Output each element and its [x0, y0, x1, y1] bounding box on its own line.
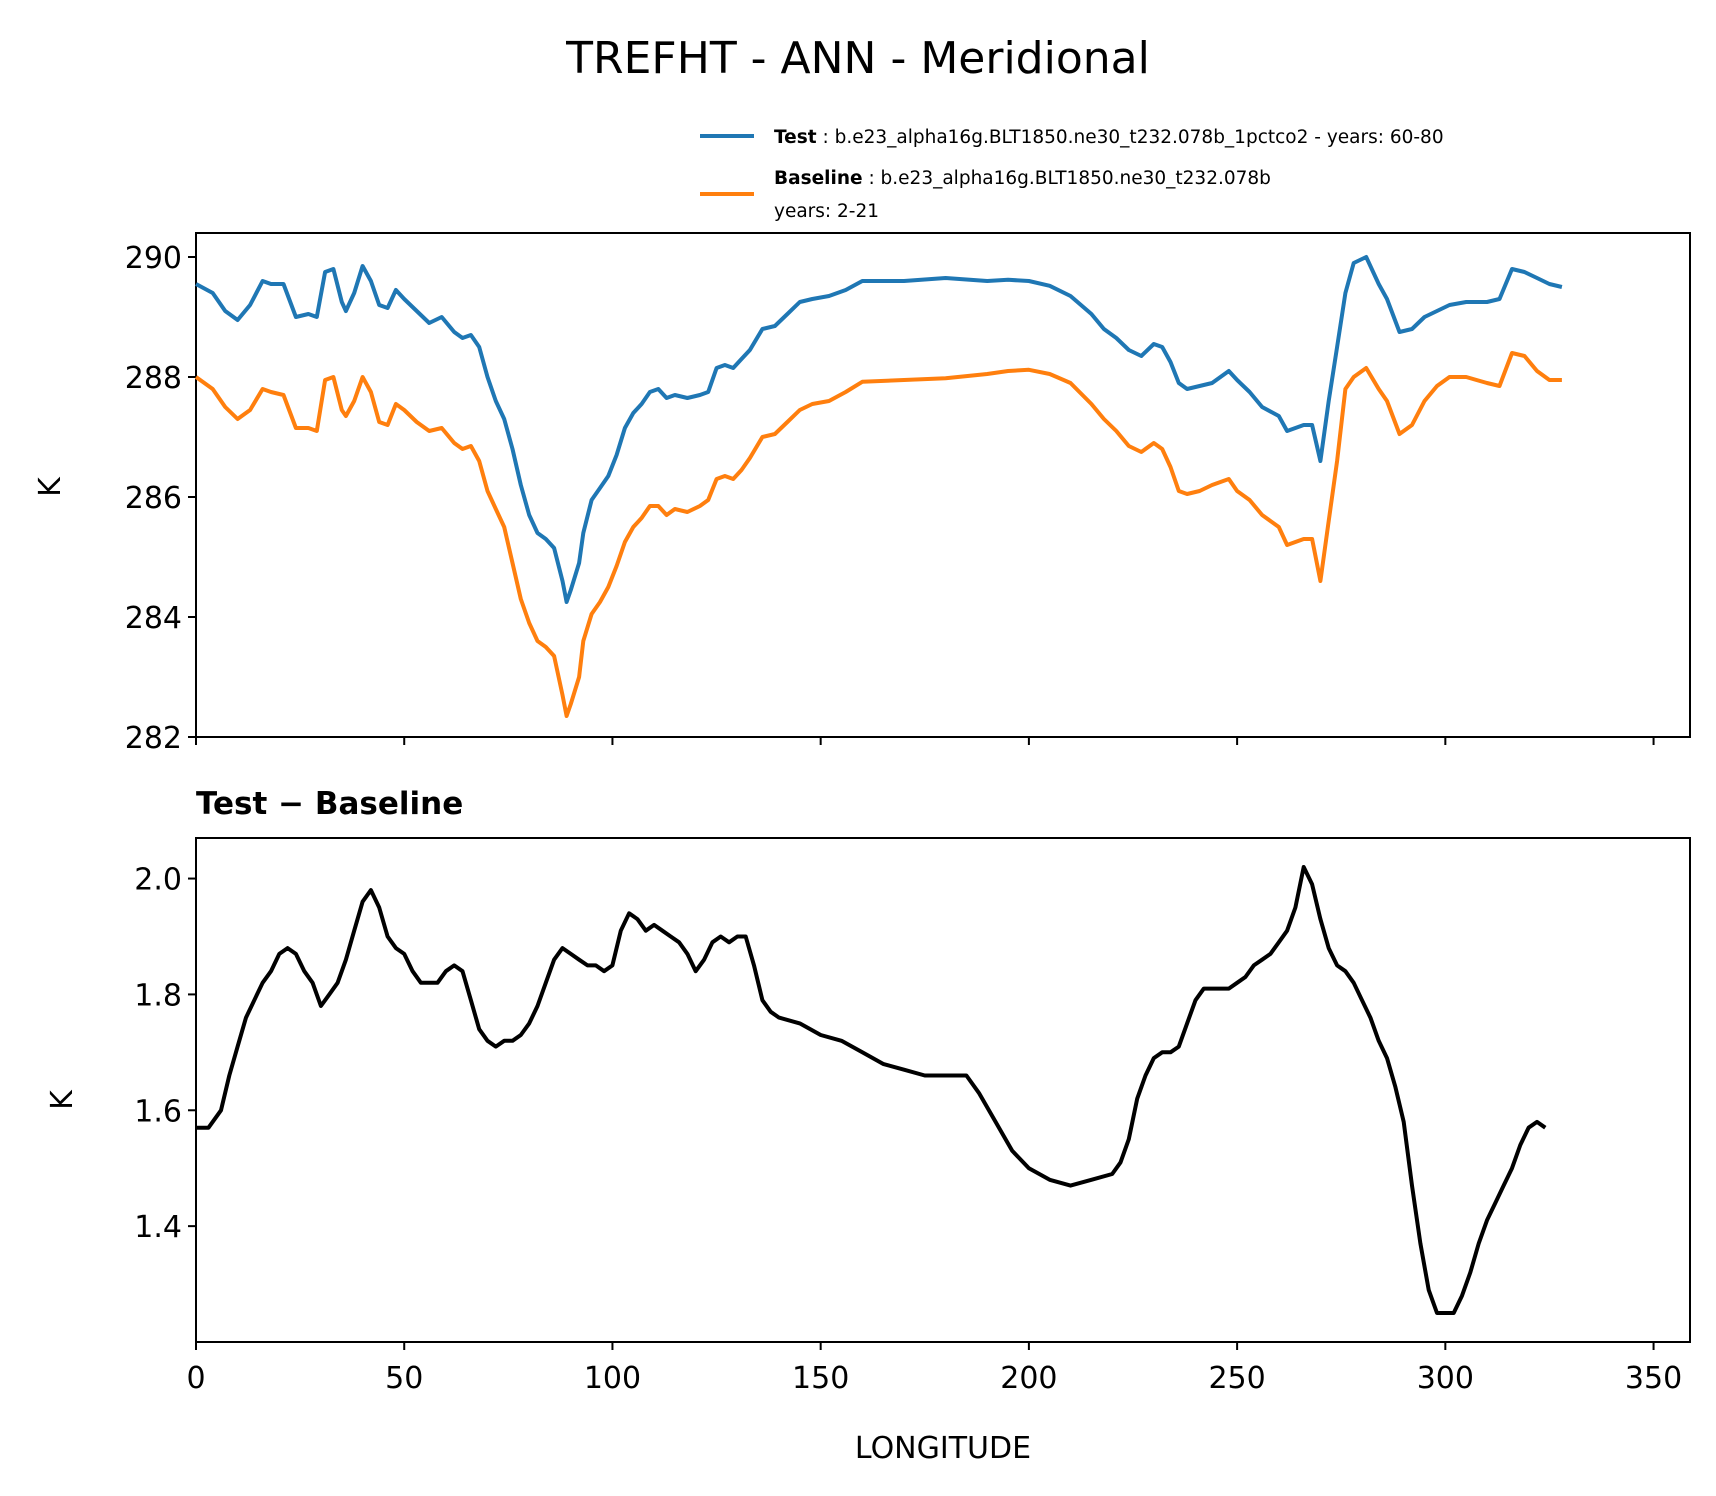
bottom-x-tick-label: 100 — [584, 1361, 641, 1396]
legend-test-label: Test — [774, 127, 817, 148]
top-y-tick-label: 284 — [125, 601, 182, 636]
bottom-x-tick-label: 0 — [186, 1361, 205, 1396]
x-axis-label: LONGITUDE — [855, 1431, 1031, 1466]
top-series-line-baseline — [194, 351, 1562, 718]
top-y-axis-label: K — [33, 476, 68, 497]
top-axes-frame — [195, 232, 1691, 738]
top-y-tick-label: 288 — [125, 361, 182, 396]
legend-baseline-label: Baseline — [774, 168, 863, 189]
bottom-y-tick-label: 1.4 — [134, 1210, 182, 1245]
svg-text:Test : b.e23_alpha16g.BL: Test : b.e23_alpha16g.BLT1850.ne30_t232.… — [774, 127, 1444, 148]
top-y-tick-label: 282 — [125, 721, 182, 756]
bottom-x-tick-label: 50 — [385, 1361, 423, 1396]
top-y-tick-label: 286 — [125, 481, 182, 516]
bottom-x-tick-label: 350 — [1625, 1361, 1682, 1396]
bottom-x-tick-label: 300 — [1417, 1361, 1474, 1396]
bottom-series-line-diff — [196, 865, 1547, 1315]
bottom-y-tick-label: 1.6 — [134, 1094, 182, 1129]
bottom-panel: Test − Baseline 1.4 1.6 1.8 2.0 0 50 100 150 20… — [45, 786, 1691, 1466]
bottom-y-tick-label: 1.8 — [134, 978, 182, 1013]
top-series-line-test — [195, 255, 1563, 604]
legend-baseline-text: : b.e23_alpha16g.BLT1850.ne30_t232.078b — [868, 168, 1270, 189]
bottom-y-axis-label: K — [45, 1089, 80, 1110]
legend: Test : b.e23_alpha16g.BLT1850.ne30_t232.… — [700, 127, 1444, 222]
legend-test-text: : b.e23_alpha16g.BLT1850.ne30_t232.078b_… — [822, 127, 1443, 148]
bottom-x-ticks: 0 50 100 150 200 250 300 350 — [186, 1342, 1682, 1396]
bottom-x-tick-label: 150 — [792, 1361, 849, 1396]
bottom-y-ticks: 1.4 1.6 1.8 2.0 — [134, 863, 196, 1245]
bottom-y-tick-label: 2.0 — [134, 863, 182, 898]
top-y-ticks: 282 284 286 288 290 — [125, 241, 196, 756]
bottom-panel-title: Test − Baseline — [196, 786, 463, 822]
figure-title: TREFHT - ANN - Meridional — [565, 33, 1150, 84]
legend-baseline-years: years: 2-21 — [774, 201, 879, 222]
top-x-ticks — [195, 737, 1655, 745]
bottom-x-tick-label: 200 — [1000, 1361, 1057, 1396]
top-series — [194, 255, 1563, 718]
top-y-tick-label: 290 — [125, 241, 182, 276]
bottom-x-tick-label: 250 — [1208, 1361, 1265, 1396]
svg-text:Baseline : b.e23_alpha16: Baseline : b.e23_alpha16g.BLT1850.ne30_t… — [774, 168, 1271, 189]
bottom-series — [196, 865, 1547, 1315]
top-panel: 282 284 286 288 290 K — [33, 232, 1691, 756]
bottom-axes-frame — [195, 837, 1691, 1343]
